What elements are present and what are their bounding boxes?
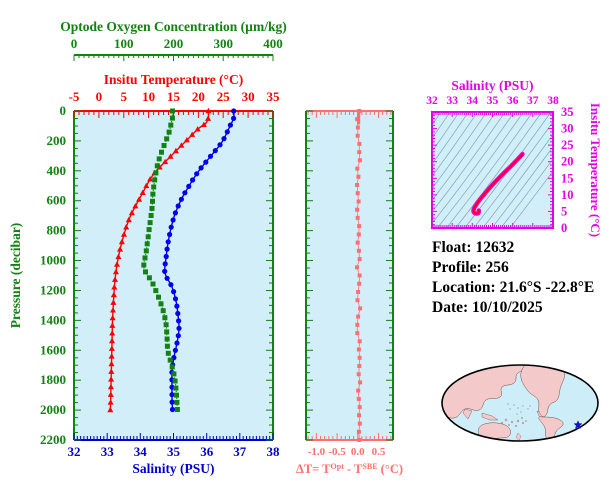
svg-text:1800: 1800	[40, 372, 66, 387]
svg-text:25: 25	[217, 89, 231, 104]
svg-text:38: 38	[547, 95, 559, 107]
svg-text:20: 20	[561, 155, 574, 169]
svg-text:Salinity (PSU): Salinity (PSU)	[451, 78, 533, 93]
svg-text:15: 15	[167, 89, 181, 104]
svg-text:33: 33	[101, 444, 115, 459]
svg-text:15: 15	[561, 171, 574, 185]
svg-text:Insitu Temperature (°C): Insitu Temperature (°C)	[104, 72, 243, 87]
svg-text:800: 800	[47, 223, 67, 238]
svg-text:2200: 2200	[40, 432, 66, 447]
svg-text:0: 0	[561, 221, 567, 235]
svg-text:35: 35	[167, 444, 181, 459]
svg-text:37: 37	[233, 444, 247, 459]
svg-text:30: 30	[561, 122, 574, 136]
svg-text:35: 35	[561, 105, 574, 119]
svg-text:400: 400	[47, 163, 67, 178]
svg-text:300: 300	[213, 36, 233, 51]
svg-text:-0.5: -0.5	[328, 446, 346, 458]
svg-text:0: 0	[71, 36, 78, 51]
svg-text:5: 5	[561, 204, 567, 218]
svg-text:10: 10	[561, 188, 574, 202]
svg-text:36: 36	[200, 444, 214, 459]
svg-text:Location: 21.6°S -22.8°E: Location: 21.6°S -22.8°E	[432, 279, 594, 296]
svg-text:10: 10	[142, 89, 155, 104]
svg-text:1200: 1200	[40, 283, 66, 298]
svg-text:33: 33	[446, 95, 458, 107]
svg-text:0: 0	[60, 103, 67, 118]
svg-text:ΔT= TOpt - TSBE (°C): ΔT= TOpt - TSBE (°C)	[296, 462, 403, 477]
svg-text:25: 25	[561, 138, 574, 152]
svg-text:0.5: 0.5	[372, 446, 386, 458]
svg-text:35: 35	[267, 89, 281, 104]
svg-text:1400: 1400	[40, 312, 66, 327]
svg-text:Salinity (PSU): Salinity (PSU)	[132, 461, 214, 476]
svg-text:200: 200	[47, 133, 67, 148]
svg-text:Optode Oxygen Concentration (µ: Optode Oxygen Concentration (µm/kg)	[60, 19, 286, 34]
svg-text:30: 30	[242, 89, 255, 104]
svg-text:Float: 12632: Float: 12632	[432, 239, 514, 256]
svg-text:5: 5	[121, 89, 128, 104]
svg-text:-1.0: -1.0	[308, 446, 326, 458]
svg-text:0: 0	[96, 89, 103, 104]
svg-text:-5: -5	[69, 89, 80, 104]
svg-text:Profile: 256: Profile: 256	[432, 259, 509, 276]
svg-text:38: 38	[267, 444, 281, 459]
svg-text:1000: 1000	[40, 253, 66, 268]
svg-text:37: 37	[527, 95, 539, 107]
svg-text:Date: 10/10/2025: Date: 10/10/2025	[432, 299, 543, 316]
svg-text:20: 20	[192, 89, 205, 104]
svg-text:36: 36	[507, 95, 519, 107]
svg-text:Pressure (decibar): Pressure (decibar)	[8, 223, 23, 329]
svg-text:0.0: 0.0	[351, 446, 365, 458]
svg-text:600: 600	[47, 193, 67, 208]
svg-text:100: 100	[114, 36, 134, 51]
svg-text:Insitu Temperature (°C): Insitu Temperature (°C)	[588, 103, 603, 237]
svg-text:35: 35	[487, 95, 499, 107]
svg-text:34: 34	[467, 95, 479, 107]
svg-text:400: 400	[263, 36, 283, 51]
svg-text:32: 32	[68, 444, 81, 459]
svg-text:32: 32	[426, 95, 438, 107]
svg-text:1600: 1600	[40, 342, 66, 357]
svg-text:34: 34	[134, 444, 148, 459]
svg-text:2000: 2000	[40, 402, 66, 417]
svg-text:200: 200	[164, 36, 184, 51]
